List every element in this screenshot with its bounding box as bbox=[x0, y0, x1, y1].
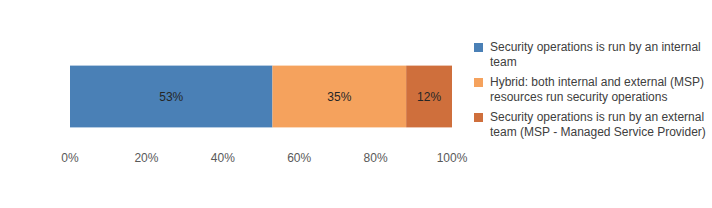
tick-label: 80% bbox=[364, 151, 388, 165]
legend-swatch bbox=[474, 113, 483, 122]
tick-label: 40% bbox=[211, 151, 235, 165]
tick-label: 0% bbox=[61, 151, 79, 165]
legend-swatch bbox=[474, 43, 483, 52]
bars bbox=[70, 66, 452, 128]
data-label: 53% bbox=[159, 90, 183, 104]
bar-segment bbox=[406, 66, 452, 128]
legend-item: Hybrid: both internal and external (MSP)… bbox=[474, 75, 706, 105]
bar-segment bbox=[70, 66, 272, 128]
legend-label: Security operations is run by an interna… bbox=[490, 40, 706, 70]
legend-swatch bbox=[474, 78, 483, 87]
data-label: 35% bbox=[327, 90, 351, 104]
tick-label: 100% bbox=[437, 151, 468, 165]
legend-label: Hybrid: both internal and external (MSP)… bbox=[490, 75, 706, 105]
legend: Security operations is run by an interna… bbox=[474, 40, 706, 145]
legend-item: Security operations is run by an externa… bbox=[474, 110, 706, 140]
tick-label: 20% bbox=[134, 151, 158, 165]
data-label: 12% bbox=[417, 90, 441, 104]
tick-label: 60% bbox=[287, 151, 311, 165]
legend-item: Security operations is run by an interna… bbox=[474, 40, 706, 70]
bar-segment bbox=[272, 66, 406, 128]
legend-label: Security operations is run by an externa… bbox=[490, 110, 706, 140]
